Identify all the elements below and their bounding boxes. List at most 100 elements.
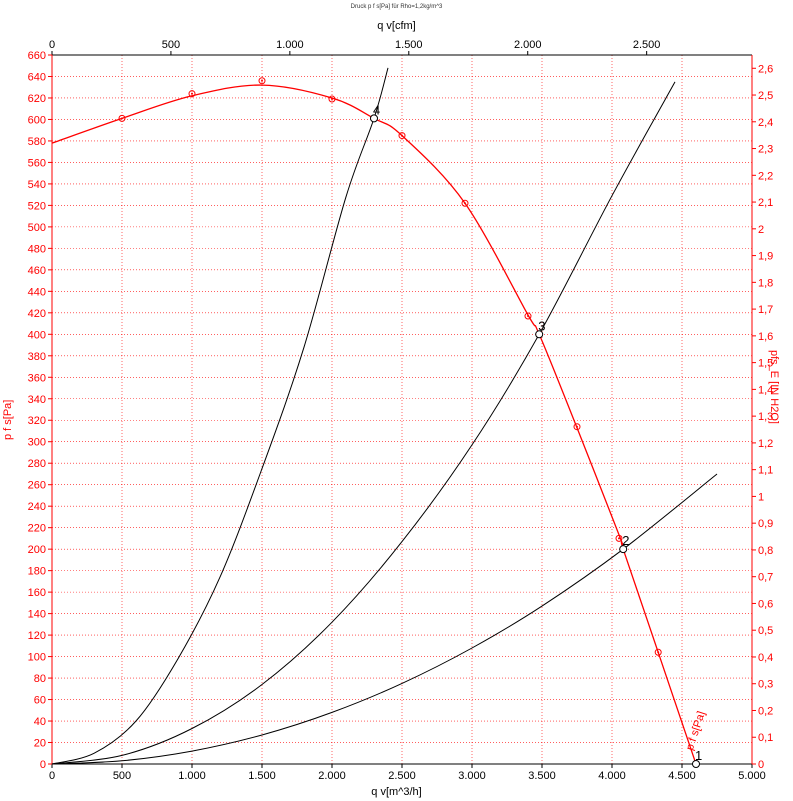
y2-tick-label: 1,2 [758, 438, 773, 450]
y2-tick-label: 2,3 [758, 144, 773, 156]
operating-point-label: 1 [695, 748, 702, 763]
y-tick-label: 380 [28, 351, 46, 363]
measurement-marker-dot [576, 425, 578, 428]
measurement-marker [258, 77, 266, 85]
y-tick-label: 140 [28, 609, 46, 621]
y-tick-label: 240 [28, 501, 46, 513]
y-tick-label: 0 [40, 759, 46, 771]
y-tick-label: 220 [28, 523, 46, 535]
y-tick-label: 160 [28, 587, 46, 599]
y-tick-label: 440 [28, 286, 46, 298]
y2-tick-label: 0,6 [758, 598, 773, 610]
bottom-axis-label: q v[m^3/h] [371, 786, 422, 798]
y2-tick-label: 2 [758, 224, 764, 236]
y2-tick-label: 1,6 [758, 331, 773, 343]
y2-tick-label: 0 [758, 759, 764, 771]
y2-tick-label: 2,2 [758, 170, 773, 182]
y-tick-label: 560 [28, 157, 46, 169]
x-tick-label: 1.500 [248, 770, 276, 782]
y-tick-label: 400 [28, 329, 46, 341]
measurement-marker [573, 423, 581, 431]
operating-point [619, 545, 628, 554]
x-tick-label: 0 [49, 770, 55, 782]
y2-tick-label: 2,4 [758, 117, 773, 129]
y-tick-label: 660 [28, 50, 46, 62]
chart-title: Druck p f s[Pa] für Rho=1,2kg/m^3 [350, 4, 443, 10]
operating-point-label: 4 [373, 102, 380, 117]
y-tick-label: 80 [34, 673, 46, 685]
measurement-marker [461, 199, 469, 207]
y-tick-label: 500 [28, 222, 46, 234]
y2-tick-label: 0,3 [758, 679, 773, 691]
y-tick-label: 480 [28, 243, 46, 255]
x-tick-label: 3.500 [528, 770, 556, 782]
y-tick-label: 320 [28, 415, 46, 427]
fan-curve-line [51, 84, 697, 765]
measurement-marker [188, 90, 196, 98]
system-curve-line-3 [51, 473, 718, 765]
y-tick-label: 60 [34, 695, 46, 707]
y-tick-label: 640 [28, 71, 46, 83]
y2-tick-label: 2,6 [758, 63, 773, 75]
y-tick-label: 260 [28, 480, 46, 492]
y2-tick-label: 0,9 [758, 518, 773, 530]
y-tick-label: 580 [28, 136, 46, 148]
measurement-marker-dot [464, 202, 466, 205]
y-tick-label: 100 [28, 652, 46, 664]
x2-tick-label: 1.500 [395, 39, 423, 51]
y2-tick-label: 1,7 [758, 304, 773, 316]
y2-tick-label: 0,1 [758, 732, 773, 744]
x-tick-label: 5.000 [738, 770, 766, 782]
measurement-marker [654, 648, 662, 656]
measurement-marker-dot [191, 92, 193, 95]
operating-point [535, 330, 544, 339]
y2-tick-label: 0,8 [758, 545, 773, 557]
x-tick-label: 2.000 [318, 770, 346, 782]
measurement-marker [398, 132, 406, 140]
operating-point [370, 114, 378, 123]
operating-point-label: 2 [622, 533, 629, 548]
measurement-marker [524, 312, 532, 320]
y2-tick-label: 0,7 [758, 572, 773, 584]
x2-tick-label: 2.500 [633, 39, 661, 51]
y2-tick-label: 1 [758, 491, 764, 503]
y2-tick-label: 2,5 [758, 90, 773, 102]
y-tick-label: 300 [28, 437, 46, 449]
y2-tick-label: 1,4 [758, 384, 773, 396]
y-tick-label: 40 [34, 716, 46, 728]
y-tick-label: 360 [28, 372, 46, 384]
measurement-marker-dot [261, 79, 263, 82]
x-tick-label: 2.500 [388, 770, 416, 782]
x-tick-label: 500 [113, 770, 131, 782]
y-tick-label: 420 [28, 308, 46, 320]
y2-tick-label: 1,1 [758, 465, 773, 477]
y2-tick-label: 0,2 [758, 705, 773, 717]
measurement-marker-dot [527, 315, 529, 318]
y-tick-label: 200 [28, 544, 46, 556]
y2-tick-label: 1,3 [758, 411, 773, 423]
y2-tick-label: 0,4 [758, 652, 773, 664]
y-tick-label: 540 [28, 179, 46, 191]
measurement-marker [615, 534, 623, 542]
measurement-marker-dot [618, 537, 620, 540]
y-tick-label: 20 [34, 738, 46, 750]
measurement-marker [118, 114, 126, 122]
x-tick-label: 4.000 [598, 770, 626, 782]
x2-tick-label: 500 [162, 39, 180, 51]
y-tick-label: 600 [28, 114, 46, 126]
x2-tick-label: 1.000 [276, 39, 304, 51]
measurement-marker-dot [657, 651, 660, 654]
operating-point-label: 3 [538, 318, 545, 333]
y-tick-label: 460 [28, 265, 46, 277]
measurement-marker [328, 95, 336, 103]
y2-tick-label: 2,1 [758, 197, 773, 209]
measurement-marker-dot [121, 117, 123, 120]
measurement-marker-dot [331, 98, 333, 101]
y-tick-label: 120 [28, 630, 46, 642]
y-tick-label: 280 [28, 458, 46, 470]
y2-tick-label: 1,8 [758, 277, 773, 289]
measurement-marker-dot [401, 134, 403, 137]
y2-tick-label: 1,9 [758, 251, 773, 263]
x-tick-label: 3.000 [458, 770, 486, 782]
